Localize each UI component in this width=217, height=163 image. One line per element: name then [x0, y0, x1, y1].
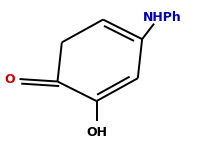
Text: O: O	[5, 73, 15, 86]
Text: NHPh: NHPh	[143, 11, 182, 24]
Text: OH: OH	[86, 126, 107, 139]
